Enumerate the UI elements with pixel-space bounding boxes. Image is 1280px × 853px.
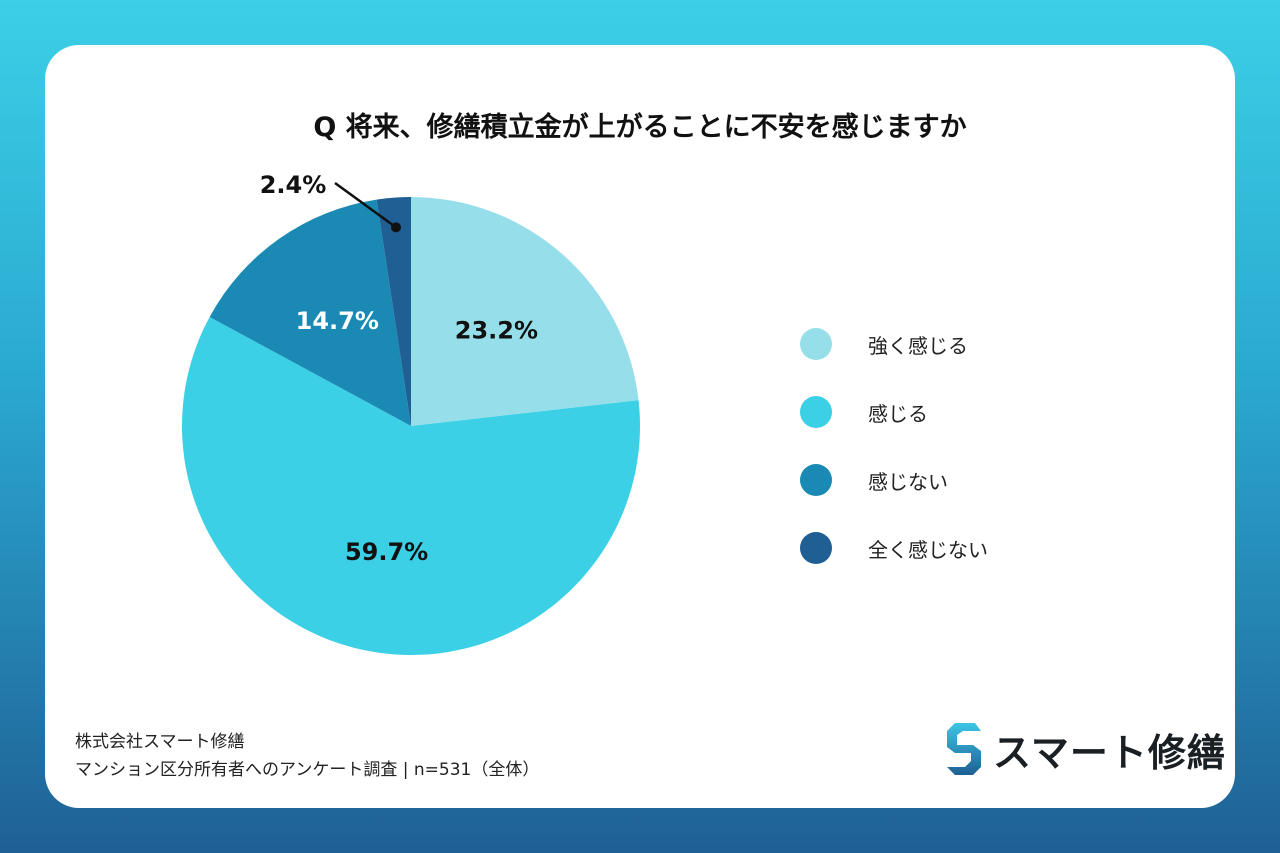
footer-survey: マンション区分所有者へのアンケート調査 | n=531（全体） (75, 760, 540, 780)
legend-swatch (800, 532, 832, 564)
callout-line (334, 181, 397, 229)
legend-label: 全く感じない (868, 537, 988, 562)
pie-chart: 23.2% 59.7% 14.7% 2.4% (182, 171, 640, 655)
legend-swatch (800, 328, 832, 360)
pie-slice-2 (209, 199, 411, 426)
pie-slice-0 (411, 197, 639, 426)
logo: スマート修繕 (945, 721, 1226, 777)
data-label-3: 2.4% (260, 171, 327, 199)
pie-slice-3 (376, 197, 411, 426)
logo-text: スマート修繕 (993, 730, 1226, 775)
pie-slice-1 (182, 316, 640, 655)
legend-item: 強く感じる (800, 310, 988, 378)
chart-title: Q 将来、修繕積立金が上がることに不安を感じますか (313, 112, 967, 143)
footer: 株式会社スマート修繕 マンション区分所有者へのアンケート調査 | n=531（全… (75, 728, 539, 784)
data-label-2: 14.7% (296, 307, 379, 335)
data-label-1: 59.7% (345, 538, 428, 566)
data-label-0: 23.2% (455, 316, 538, 344)
legend-item: 感じる (800, 378, 988, 446)
footer-company: 株式会社スマート修繕 (75, 732, 245, 752)
legend-label: 強く感じる (868, 333, 968, 358)
callout-dot (390, 222, 401, 233)
legend-item: 全く感じない (800, 514, 988, 582)
chart-card: Q 将来、修繕積立金が上がることに不安を感じますか 23.2% 59.7% 14.7… (45, 45, 1235, 808)
legend-swatch (800, 396, 832, 428)
legend: 強く感じる感じる感じない全く感じない (800, 310, 988, 582)
legend-label: 感じない (868, 469, 948, 494)
legend-label: 感じる (868, 401, 928, 426)
legend-item: 感じない (800, 446, 988, 514)
legend-swatch (800, 464, 832, 496)
logo-s-icon (947, 723, 981, 775)
